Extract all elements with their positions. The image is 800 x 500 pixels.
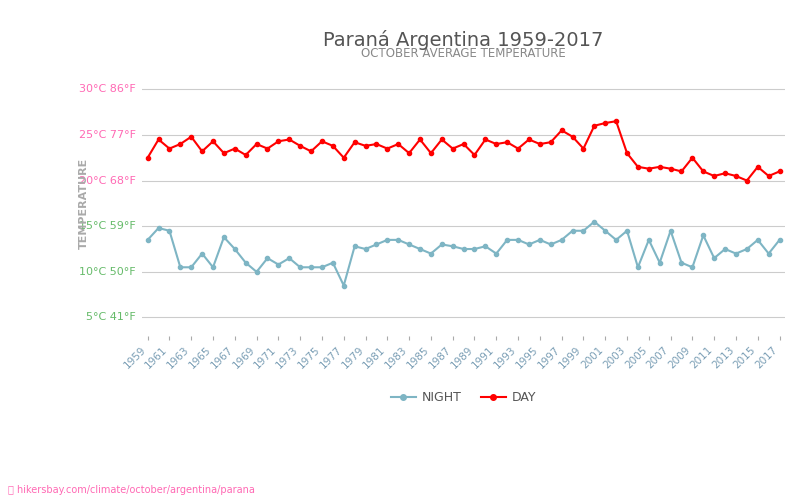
Legend: NIGHT, DAY: NIGHT, DAY bbox=[386, 386, 542, 409]
Text: 20°C 68°F: 20°C 68°F bbox=[79, 176, 136, 186]
Text: 25°C 77°F: 25°C 77°F bbox=[78, 130, 136, 140]
Text: 30°C 86°F: 30°C 86°F bbox=[79, 84, 136, 94]
Text: 10°C 50°F: 10°C 50°F bbox=[79, 267, 136, 277]
Text:  hikersbay.com/climate/october/argentina/parana:  hikersbay.com/climate/october/argentin… bbox=[8, 485, 255, 495]
Text: 15°C 59°F: 15°C 59°F bbox=[79, 221, 136, 231]
Title: Paraná Argentina 1959-2017: Paraná Argentina 1959-2017 bbox=[323, 30, 604, 50]
Text: 5°C 41°F: 5°C 41°F bbox=[86, 312, 136, 322]
Text: TEMPERATURE: TEMPERATURE bbox=[79, 158, 90, 249]
Text: OCTOBER AVERAGE TEMPERATURE: OCTOBER AVERAGE TEMPERATURE bbox=[362, 48, 566, 60]
